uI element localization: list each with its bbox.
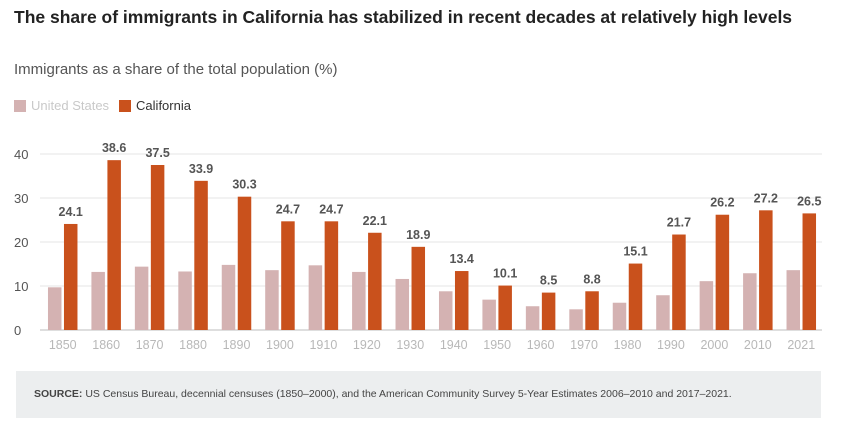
bar-california-1920[interactable] xyxy=(368,232,382,330)
source-note: SOURCE: US Census Bureau, decennial cens… xyxy=(16,371,821,418)
bar-california-1980[interactable] xyxy=(628,263,643,330)
chart-subtitle: Immigrants as a share of the total popul… xyxy=(14,61,338,78)
bar-california-2021[interactable] xyxy=(802,213,817,330)
data-label-california-1900: 24.7 xyxy=(276,202,300,216)
bar-united-states-1950[interactable] xyxy=(482,299,496,330)
bar-united-states-1910[interactable] xyxy=(308,265,323,330)
x-tick-label-1850: 1850 xyxy=(49,338,77,352)
bar-united-states-1900[interactable] xyxy=(265,270,279,330)
bar-united-states-2021[interactable] xyxy=(786,270,801,330)
x-tick-label-1940: 1940 xyxy=(440,338,468,352)
x-tick-label-1880: 1880 xyxy=(179,338,207,352)
bar-california-2000[interactable] xyxy=(715,214,730,330)
data-label-california-1870: 37.5 xyxy=(145,146,169,160)
data-label-california-2010: 27.2 xyxy=(754,191,778,205)
legend: United States California xyxy=(14,98,201,113)
bar-california-1860[interactable] xyxy=(107,160,121,330)
bar-united-states-1880[interactable] xyxy=(178,271,192,330)
x-tick-label-1870: 1870 xyxy=(136,338,164,352)
source-label: SOURCE: xyxy=(34,388,83,400)
legend-label-california: California xyxy=(136,98,191,113)
x-tick-label-1960: 1960 xyxy=(527,338,555,352)
bar-california-1910[interactable] xyxy=(324,221,339,330)
legend-item-california[interactable]: California xyxy=(119,98,191,113)
bar-united-states-1930[interactable] xyxy=(395,278,410,330)
y-tick-label: 40 xyxy=(14,147,28,162)
x-tick-label-2010: 2010 xyxy=(744,338,772,352)
data-label-california-1970: 8.8 xyxy=(583,272,600,286)
y-tick-label: 10 xyxy=(14,279,28,294)
data-label-california-1890: 30.3 xyxy=(232,178,256,192)
bar-california-1950[interactable] xyxy=(498,285,512,330)
bar-united-states-1970[interactable] xyxy=(569,309,583,330)
x-tick-label-1950: 1950 xyxy=(483,338,511,352)
bar-california-1990[interactable] xyxy=(672,234,686,330)
bar-california-1880[interactable] xyxy=(194,180,208,330)
bar-united-states-1980[interactable] xyxy=(612,302,627,330)
bar-chart: 0 10 20 30 40 24.1 1850 38.6 1860 37.5 1870 33.9 188… xyxy=(14,141,822,352)
data-label-california-1930: 18.9 xyxy=(406,228,430,242)
x-tick-label-1910: 1910 xyxy=(309,338,337,352)
bar-united-states-1860[interactable] xyxy=(91,271,105,330)
bar-california-1900[interactable] xyxy=(281,221,295,330)
x-tick-label-1930: 1930 xyxy=(396,338,424,352)
source-text: US Census Bureau, decennial censuses (18… xyxy=(82,388,732,400)
x-tick-label-1860: 1860 xyxy=(92,338,120,352)
x-tick-label-2000: 2000 xyxy=(700,338,728,352)
x-tick-label-1980: 1980 xyxy=(614,338,642,352)
bar-united-states-1940[interactable] xyxy=(438,291,453,330)
bar-california-1890[interactable] xyxy=(237,196,252,330)
chart-title: The share of immigrants in California ha… xyxy=(14,7,793,27)
legend-label-united-states: United States xyxy=(31,98,110,113)
data-label-california-1920: 22.1 xyxy=(363,214,387,228)
bar-california-1850[interactable] xyxy=(63,223,78,330)
bar-california-1930[interactable] xyxy=(411,246,426,330)
bar-united-states-1960[interactable] xyxy=(525,306,540,330)
bar-united-states-1850[interactable] xyxy=(47,287,62,330)
data-label-california-1960: 8.5 xyxy=(540,274,557,288)
x-tick-label-1900: 1900 xyxy=(266,338,294,352)
data-label-california-1950: 10.1 xyxy=(493,267,517,281)
y-tick-label: 0 xyxy=(14,323,21,338)
x-tick-label-1970: 1970 xyxy=(570,338,598,352)
bar-united-states-1920[interactable] xyxy=(352,271,366,330)
data-label-california-2000: 26.2 xyxy=(710,196,734,210)
x-tick-label-1890: 1890 xyxy=(223,338,251,352)
bar-california-1960[interactable] xyxy=(541,292,556,330)
data-label-california-1990: 21.7 xyxy=(667,216,691,230)
data-label-california-1980: 15.1 xyxy=(623,245,647,259)
y-tick-label: 30 xyxy=(14,191,28,206)
bar-united-states-1990[interactable] xyxy=(656,295,670,330)
bar-united-states-1870[interactable] xyxy=(134,266,149,330)
data-label-california-2021: 26.5 xyxy=(797,194,821,208)
data-label-california-1850: 24.1 xyxy=(59,205,83,219)
bar-united-states-1890[interactable] xyxy=(221,264,236,330)
x-tick-label-1990: 1990 xyxy=(657,338,685,352)
legend-swatch-california xyxy=(119,99,132,112)
data-label-california-1860: 38.6 xyxy=(102,141,126,155)
data-label-california-1880: 33.9 xyxy=(189,162,213,176)
bar-united-states-2000[interactable] xyxy=(699,281,714,330)
legend-item-united-states[interactable]: United States xyxy=(14,98,109,113)
data-label-california-1910: 24.7 xyxy=(319,202,343,216)
x-tick-label-1920: 1920 xyxy=(353,338,381,352)
data-label-california-1940: 13.4 xyxy=(450,252,474,266)
y-tick-label: 20 xyxy=(14,235,28,250)
bar-united-states-2010[interactable] xyxy=(743,273,757,330)
bar-california-1970[interactable] xyxy=(585,291,599,330)
bar-california-2010[interactable] xyxy=(759,210,773,330)
x-tick-label-2021: 2021 xyxy=(787,338,815,352)
bar-california-1870[interactable] xyxy=(150,165,165,330)
legend-swatch-united-states xyxy=(14,99,26,112)
bar-california-1940[interactable] xyxy=(454,271,469,330)
